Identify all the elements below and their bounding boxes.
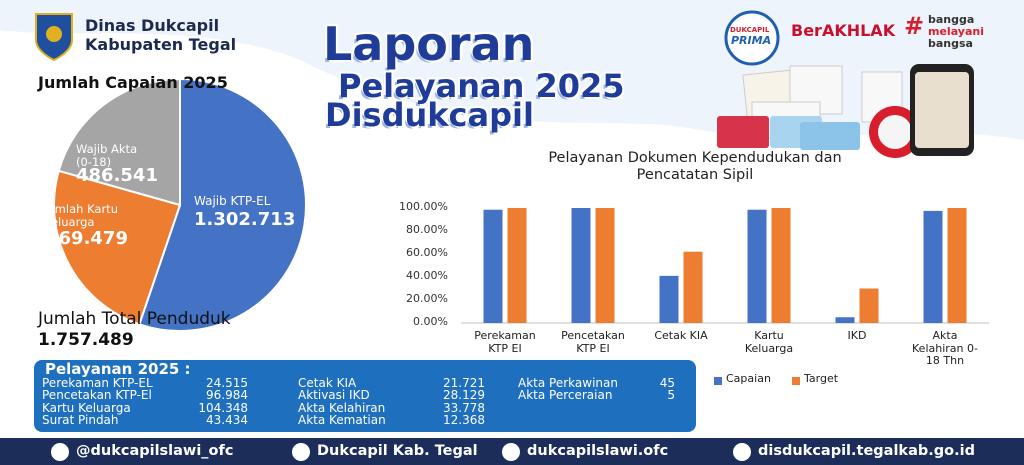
- legend-label: Capaian: [726, 372, 771, 385]
- prima-logo: [724, 10, 780, 66]
- service-name: Akta Perceraian: [518, 388, 613, 403]
- y-tick-label: 0.00%: [413, 315, 448, 328]
- bangga-logo: melayani: [928, 25, 984, 38]
- x-tick-label: Cetak KIA: [654, 329, 708, 342]
- service-name: Aktivasi IKD: [298, 388, 370, 403]
- slice-label: Wajib Akta (0-18): [76, 142, 138, 170]
- facebook-icon: [292, 443, 310, 461]
- org-region: Kabupaten Tegal: [85, 35, 237, 54]
- instagram-icon: [51, 443, 69, 461]
- x-tick-label: IKD: [847, 329, 867, 342]
- service-name: Cetak KIA: [298, 376, 357, 390]
- y-tick-label: 80.00%: [406, 223, 448, 236]
- berakhlak-logo: BerAKHLAK: [791, 21, 896, 40]
- footer-link: @dukcapilslawi_ofc: [76, 443, 234, 459]
- bar: [747, 209, 767, 323]
- service-name: Akta Kematian: [298, 412, 386, 427]
- prima-logo-text: PRIMA: [731, 34, 772, 47]
- y-tick-label: 20.00%: [406, 292, 448, 305]
- org-name: Dinas Dukcapil: [85, 16, 220, 35]
- footer-link: disdukcapil.tegalkab.go.id: [758, 443, 975, 459]
- total-label: Jumlah Total Penduduk: [38, 309, 231, 329]
- footer-link: Dukcapil Kab. Tegal: [317, 443, 478, 459]
- slice-value: 1.302.713: [194, 209, 296, 230]
- service-value: 45: [659, 376, 675, 390]
- service-name: Pencetakan KTP-El: [42, 388, 152, 403]
- bar: [947, 208, 967, 323]
- service-name: Akta Perkawinan: [518, 376, 618, 390]
- bar: [923, 210, 943, 323]
- y-tick-label: 60.00%: [406, 246, 448, 259]
- service-value: 21.721: [443, 376, 485, 390]
- total-value: 1.757.489: [38, 330, 134, 350]
- bangga-logo: bangsa: [928, 37, 973, 50]
- web-icon: [733, 443, 751, 461]
- id-card: [800, 122, 860, 150]
- services-title: Pelayanan 2025 :: [45, 360, 191, 378]
- slice-value: 486.541: [76, 165, 158, 186]
- x-tick-label: Perekaman KTP EI: [474, 329, 536, 355]
- footer-link: dukcapilslawi.ofc: [527, 443, 669, 459]
- main-title: Disdukcapil: [325, 96, 534, 134]
- phone-screen: [915, 72, 969, 148]
- service-value: 28.129: [443, 388, 485, 403]
- service-name: Perekaman KTP-EL: [42, 376, 153, 390]
- service-value: 96.984: [206, 388, 248, 403]
- x-tick-label: Kartu Keluarga: [744, 329, 794, 355]
- slice-label: Jumlah Kartu Keluarga: [44, 202, 118, 230]
- service-name: Kartu Keluarga: [42, 400, 131, 415]
- service-value: 33.778: [443, 400, 485, 415]
- bar: [659, 275, 679, 323]
- slice-label: Wajib KTP-EL: [194, 194, 271, 208]
- legend-label: Target: [804, 372, 839, 385]
- service-value: 12.368: [443, 412, 485, 427]
- service-value: 5: [667, 388, 675, 403]
- logo-emblem: [46, 26, 62, 42]
- legend-swatch: [714, 377, 722, 385]
- x-tick-label: Pencetakan KTP EI: [561, 329, 625, 355]
- bar: [683, 251, 703, 323]
- id-card: [717, 116, 769, 148]
- tiktok-icon: [502, 443, 520, 461]
- bar: [483, 209, 503, 323]
- service-value: 43.434: [206, 412, 248, 427]
- x-tick-label: Akta Kelahiran 0-18 Thn: [912, 329, 978, 368]
- legend-swatch: [792, 377, 800, 385]
- y-tick-label: 100.00%: [399, 200, 448, 213]
- pie-title: Jumlah Capaian 2025: [38, 73, 228, 92]
- bar: [595, 208, 615, 323]
- bar-title: Pelayanan Dokumen Kependudukan dan Penca…: [548, 150, 842, 183]
- bar: [571, 208, 591, 323]
- main-title: Laporan: [323, 17, 535, 71]
- service-value: 24.515: [206, 376, 248, 390]
- services-box: [34, 360, 696, 432]
- slice-value: 569.479: [46, 228, 128, 249]
- service-value: 104.348: [198, 400, 248, 415]
- service-name: Akta Kelahiran: [298, 400, 386, 415]
- y-tick-label: 40.00%: [406, 269, 448, 282]
- emblem-inner: [878, 115, 912, 149]
- bar: [835, 317, 855, 323]
- bar: [859, 288, 879, 323]
- bangga-logo: bangga: [928, 13, 975, 26]
- pie-slice: [53, 169, 182, 326]
- bar: [771, 208, 791, 323]
- hashtag: #: [904, 12, 925, 40]
- bar: [507, 208, 527, 323]
- service-name: Surat Pindah: [42, 412, 119, 427]
- main-title: Pelayanan 2025: [338, 67, 625, 105]
- prima-logo-text: DUKCAPIL: [730, 26, 770, 34]
- pie-slice: [57, 77, 181, 207]
